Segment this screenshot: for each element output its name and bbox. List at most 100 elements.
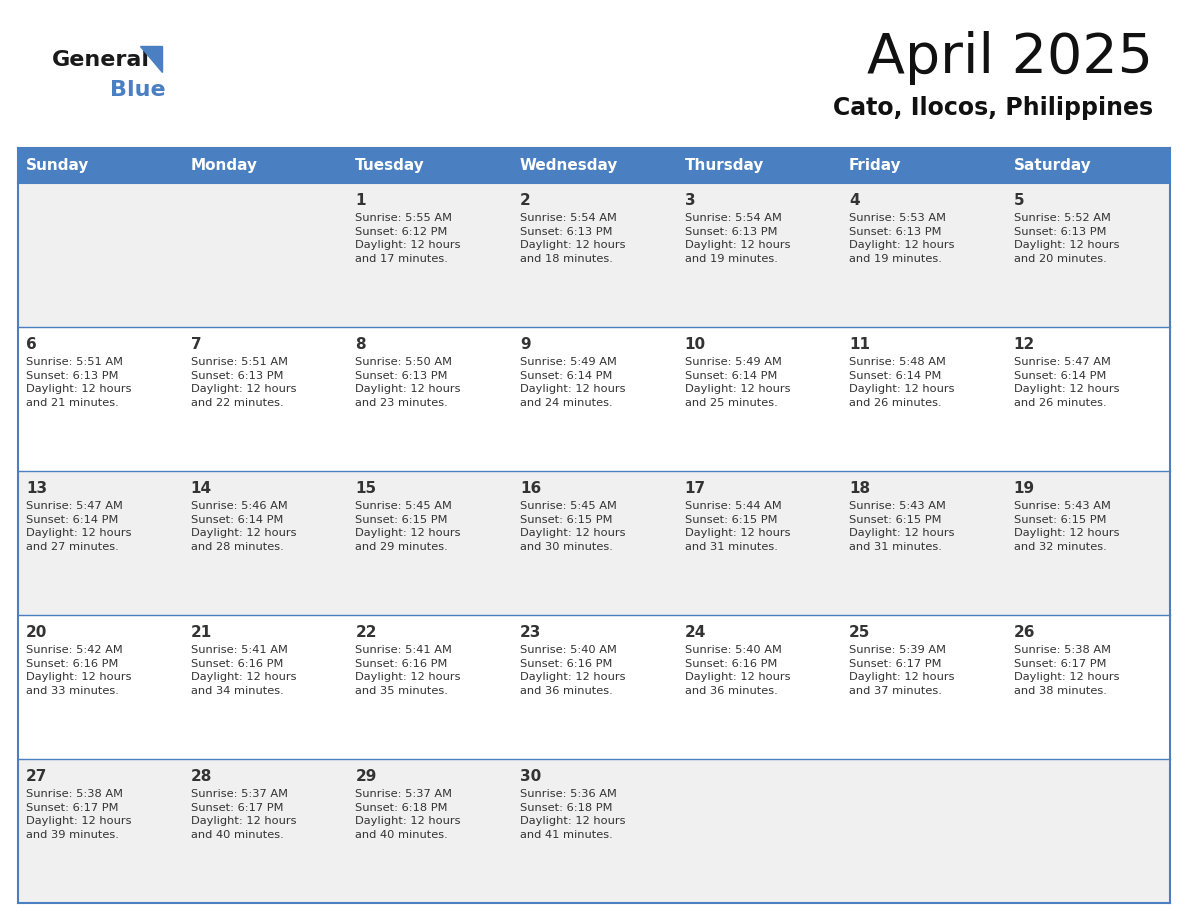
Bar [512,183,676,327]
Bar [183,471,347,615]
Text: General: General [52,50,150,70]
Bar [347,148,512,183]
Bar [841,759,1005,903]
Text: 12: 12 [1013,337,1035,352]
Text: 8: 8 [355,337,366,352]
Text: Sunrise: 5:51 AM
Sunset: 6:13 PM
Daylight: 12 hours
and 21 minutes.: Sunrise: 5:51 AM Sunset: 6:13 PM Dayligh… [26,357,132,408]
Bar [841,327,1005,471]
Text: 19: 19 [1013,481,1035,496]
Text: Sunrise: 5:36 AM
Sunset: 6:18 PM
Daylight: 12 hours
and 41 minutes.: Sunrise: 5:36 AM Sunset: 6:18 PM Dayligh… [520,789,625,840]
Text: 23: 23 [520,625,542,640]
Text: 22: 22 [355,625,377,640]
Text: 2: 2 [520,193,531,208]
Text: 28: 28 [191,769,213,784]
Text: Sunrise: 5:54 AM
Sunset: 6:13 PM
Daylight: 12 hours
and 19 minutes.: Sunrise: 5:54 AM Sunset: 6:13 PM Dayligh… [684,213,790,263]
Text: April 2025: April 2025 [867,31,1154,85]
Text: 9: 9 [520,337,531,352]
Text: Sunrise: 5:41 AM
Sunset: 6:16 PM
Daylight: 12 hours
and 35 minutes.: Sunrise: 5:41 AM Sunset: 6:16 PM Dayligh… [355,645,461,696]
Text: Sunrise: 5:55 AM
Sunset: 6:12 PM
Daylight: 12 hours
and 17 minutes.: Sunrise: 5:55 AM Sunset: 6:12 PM Dayligh… [355,213,461,263]
Bar [676,471,841,615]
Text: Sunrise: 5:39 AM
Sunset: 6:17 PM
Daylight: 12 hours
and 37 minutes.: Sunrise: 5:39 AM Sunset: 6:17 PM Dayligh… [849,645,955,696]
Text: 21: 21 [191,625,211,640]
Text: 5: 5 [1013,193,1024,208]
Text: 3: 3 [684,193,695,208]
Text: 11: 11 [849,337,870,352]
Text: Sunrise: 5:47 AM
Sunset: 6:14 PM
Daylight: 12 hours
and 26 minutes.: Sunrise: 5:47 AM Sunset: 6:14 PM Dayligh… [1013,357,1119,408]
Bar [183,148,347,183]
Bar [1005,183,1170,327]
Text: Sunrise: 5:37 AM
Sunset: 6:18 PM
Daylight: 12 hours
and 40 minutes.: Sunrise: 5:37 AM Sunset: 6:18 PM Dayligh… [355,789,461,840]
Bar [347,759,512,903]
Bar [512,615,676,759]
Text: Sunrise: 5:46 AM
Sunset: 6:14 PM
Daylight: 12 hours
and 28 minutes.: Sunrise: 5:46 AM Sunset: 6:14 PM Dayligh… [191,501,296,552]
Bar [512,327,676,471]
Bar [841,471,1005,615]
Text: Cato, Ilocos, Philippines: Cato, Ilocos, Philippines [833,96,1154,120]
Text: 16: 16 [520,481,542,496]
Text: 6: 6 [26,337,37,352]
Text: 20: 20 [26,625,48,640]
Text: 27: 27 [26,769,48,784]
Text: 4: 4 [849,193,860,208]
Bar [347,615,512,759]
Text: 30: 30 [520,769,542,784]
Bar [512,759,676,903]
Bar [18,615,183,759]
Text: 1: 1 [355,193,366,208]
Bar [183,615,347,759]
Bar [347,471,512,615]
Bar [841,183,1005,327]
Bar [1005,471,1170,615]
Bar [18,327,183,471]
Bar [676,183,841,327]
Bar [1005,327,1170,471]
Text: Sunrise: 5:40 AM
Sunset: 6:16 PM
Daylight: 12 hours
and 36 minutes.: Sunrise: 5:40 AM Sunset: 6:16 PM Dayligh… [520,645,625,696]
Text: Sunday: Sunday [26,158,89,173]
Bar [347,183,512,327]
Text: Tuesday: Tuesday [355,158,425,173]
Text: 25: 25 [849,625,871,640]
Text: Sunrise: 5:48 AM
Sunset: 6:14 PM
Daylight: 12 hours
and 26 minutes.: Sunrise: 5:48 AM Sunset: 6:14 PM Dayligh… [849,357,955,408]
Text: Sunrise: 5:51 AM
Sunset: 6:13 PM
Daylight: 12 hours
and 22 minutes.: Sunrise: 5:51 AM Sunset: 6:13 PM Dayligh… [191,357,296,408]
Text: Thursday: Thursday [684,158,764,173]
Bar [841,148,1005,183]
Text: Sunrise: 5:37 AM
Sunset: 6:17 PM
Daylight: 12 hours
and 40 minutes.: Sunrise: 5:37 AM Sunset: 6:17 PM Dayligh… [191,789,296,840]
Text: Sunrise: 5:41 AM
Sunset: 6:16 PM
Daylight: 12 hours
and 34 minutes.: Sunrise: 5:41 AM Sunset: 6:16 PM Dayligh… [191,645,296,696]
Text: Wednesday: Wednesday [520,158,618,173]
Bar [183,183,347,327]
Text: Sunrise: 5:45 AM
Sunset: 6:15 PM
Daylight: 12 hours
and 30 minutes.: Sunrise: 5:45 AM Sunset: 6:15 PM Dayligh… [520,501,625,552]
Text: Sunrise: 5:40 AM
Sunset: 6:16 PM
Daylight: 12 hours
and 36 minutes.: Sunrise: 5:40 AM Sunset: 6:16 PM Dayligh… [684,645,790,696]
Bar [676,148,841,183]
Text: Sunrise: 5:52 AM
Sunset: 6:13 PM
Daylight: 12 hours
and 20 minutes.: Sunrise: 5:52 AM Sunset: 6:13 PM Dayligh… [1013,213,1119,263]
Text: Sunrise: 5:47 AM
Sunset: 6:14 PM
Daylight: 12 hours
and 27 minutes.: Sunrise: 5:47 AM Sunset: 6:14 PM Dayligh… [26,501,132,552]
Text: Sunrise: 5:54 AM
Sunset: 6:13 PM
Daylight: 12 hours
and 18 minutes.: Sunrise: 5:54 AM Sunset: 6:13 PM Dayligh… [520,213,625,263]
Text: 24: 24 [684,625,706,640]
Bar [1005,148,1170,183]
Bar [18,759,183,903]
Text: Sunrise: 5:45 AM
Sunset: 6:15 PM
Daylight: 12 hours
and 29 minutes.: Sunrise: 5:45 AM Sunset: 6:15 PM Dayligh… [355,501,461,552]
Bar [841,615,1005,759]
Polygon shape [140,46,162,72]
Text: Sunrise: 5:38 AM
Sunset: 6:17 PM
Daylight: 12 hours
and 38 minutes.: Sunrise: 5:38 AM Sunset: 6:17 PM Dayligh… [1013,645,1119,696]
Text: Monday: Monday [191,158,258,173]
Text: 14: 14 [191,481,211,496]
Text: Sunrise: 5:53 AM
Sunset: 6:13 PM
Daylight: 12 hours
and 19 minutes.: Sunrise: 5:53 AM Sunset: 6:13 PM Dayligh… [849,213,955,263]
Bar [512,471,676,615]
Bar [347,327,512,471]
Text: 15: 15 [355,481,377,496]
Bar [18,471,183,615]
Bar [676,759,841,903]
Bar [18,148,183,183]
Bar [676,327,841,471]
Bar [1005,759,1170,903]
Text: Sunrise: 5:43 AM
Sunset: 6:15 PM
Daylight: 12 hours
and 31 minutes.: Sunrise: 5:43 AM Sunset: 6:15 PM Dayligh… [849,501,955,552]
Bar [676,615,841,759]
Bar [183,327,347,471]
Text: Sunrise: 5:49 AM
Sunset: 6:14 PM
Daylight: 12 hours
and 25 minutes.: Sunrise: 5:49 AM Sunset: 6:14 PM Dayligh… [684,357,790,408]
Bar [512,148,676,183]
Bar [1005,615,1170,759]
Text: Sunrise: 5:42 AM
Sunset: 6:16 PM
Daylight: 12 hours
and 33 minutes.: Sunrise: 5:42 AM Sunset: 6:16 PM Dayligh… [26,645,132,696]
Text: Sunrise: 5:43 AM
Sunset: 6:15 PM
Daylight: 12 hours
and 32 minutes.: Sunrise: 5:43 AM Sunset: 6:15 PM Dayligh… [1013,501,1119,552]
Text: 17: 17 [684,481,706,496]
Text: Sunrise: 5:38 AM
Sunset: 6:17 PM
Daylight: 12 hours
and 39 minutes.: Sunrise: 5:38 AM Sunset: 6:17 PM Dayligh… [26,789,132,840]
